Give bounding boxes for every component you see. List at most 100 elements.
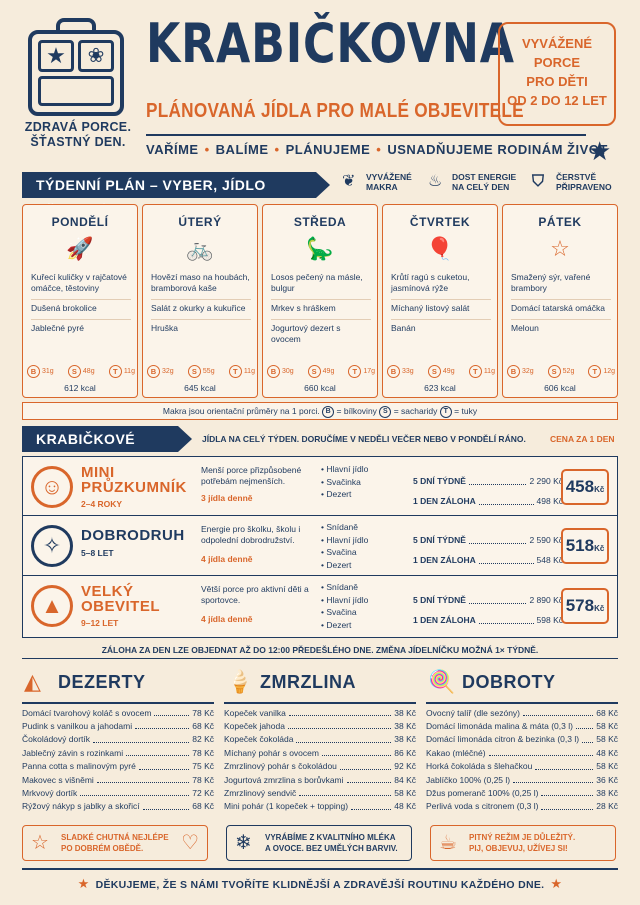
lunchbox-handle [56,18,96,34]
tagline: VAŘÍME [146,142,199,157]
macro-protein: B 33g [387,365,414,378]
legend-line: PŘIPRAVENO [556,182,612,192]
badge-line: VYVÁŽENÉ [521,36,593,51]
child-face-icon: ☺ [31,466,73,508]
legend-line: VYVÁŽENÉ [366,172,412,182]
macro-protein: B 31g [27,365,54,378]
list-item[interactable]: Domácí limonáda malina & máta (0,3 l) 58 … [426,720,618,731]
lollipop-icon: 🍭 [428,669,456,694]
tagline: PLÁNUJEME [285,142,371,157]
macro-note-protein: = bílkoviny [336,406,377,416]
list-item[interactable]: Džus pomeranč 100% (0,25 l) 38 Kč [426,787,618,798]
list-item[interactable]: Kopeček čokoláda 38 Kč [224,734,416,745]
list-item[interactable]: Rýžový nákyp s jablky a skořicí 68 Kč [22,801,214,812]
day-name: STŘEDA [293,215,347,229]
price-per-day-box: 458Kč [561,469,609,505]
list-item[interactable]: Kopeček vanilka 38 Kč [224,707,416,718]
promo-line: VYRÁBÍME Z KVALITNÍHO MLÉKA [265,833,396,842]
divider [22,702,214,704]
footer: ★ DĚKUJEME, ŽE S NÁMI TVOŘÍTE KLIDNĚJŠÍ A… [0,874,640,895]
packages-heading: KRABIČKOVÉ BALÍČKY [22,426,192,473]
taglines: VAŘÍME • BALÍME • PLÁNUJEME • USNADŇUJEME RODI… [146,142,608,157]
week-plan-heading: TÝDENNÍ PLÁN – VYBER, JÍDLO PŘIPRAVÍME [22,172,330,219]
protein-symbol: B [322,405,335,418]
package-description: Větší porce pro aktivní děti a sportovce… [201,584,309,605]
day-card-thursday[interactable]: ČTVRTEK 🎈 Krůtí ragú s cuketou, jasmínov… [382,204,498,398]
day-card-friday[interactable]: PÁTEK ☆ Smažený sýr, vařené brambory Dom… [502,204,618,398]
macros: B 32g S 52g T 12g [507,365,615,378]
macro-fat: T 17g [348,365,375,378]
list-item[interactable]: Perlivá voda s citronem (0,3 l) 28 Kč [426,801,618,812]
list-item[interactable]: Domácí tvarohový koláč s ovocem 78 Kč [22,707,214,718]
leaf-icon: ❦ [342,173,356,190]
day-name: ČTVRTEK [409,215,471,229]
macro-note-text: Makra jsou orientační průměry na 1 porci… [162,406,320,416]
price-per-day-label: CENA ZA 1 DEN [550,434,615,444]
heart-icon: ♡ [181,832,199,854]
package-contents: • Snídaně • Hlavní jídlo • Svačina • Dez… [321,582,369,630]
list-item[interactable]: Kakao (mléčné) 48 Kč [426,747,618,758]
promo-icecream: ❄ VYRÁBÍME Z KVALITNÍHO MLÉKA A OVOCE. B… [226,825,412,861]
day-card-monday[interactable]: PONDĚLÍ 🚀 Kuřecí kuličky v rajčatové omá… [22,204,138,398]
package-velky-obevitel[interactable]: ▲ VELKÝ OBEVITEL 9–12 LET Větší porce pr… [22,576,618,638]
macros: B 31g S 48g T 11g [27,365,135,378]
day-card-wednesday[interactable]: STŘEDA 🦕 Losos pečený na másle, bulgur M… [262,204,378,398]
promo-drinks: ☕ PITNÝ REŽIM JE DŮLEŽITÝ. PIJ, OBJEVUJ,… [430,825,616,861]
price-per-day-box: 518Kč [561,528,609,564]
list-item[interactable]: Ovocný talíř (dle sezóny) 68 Kč [426,707,618,718]
fat-symbol: T [439,405,452,418]
list-item[interactable]: Čokoládový dortík 82 Kč [22,734,214,745]
list-item[interactable]: Mrkvový dortík 72 Kč [22,787,214,798]
package-age: 5–8 LET [81,548,114,558]
meal-dessert: Hruška [151,323,178,333]
legend-line: NA CELÝ DEN [452,182,510,192]
list-item[interactable]: Mini pohár (1 kopeček + topping) 48 Kč [224,801,416,812]
meal-side: Mrkev s hráškem [271,300,371,320]
compass-icon: ✧ [31,525,73,567]
menu-items: Domácí tvarohový koláč s ovocem 78 Kč Pud… [22,707,214,814]
list-item[interactable]: Míchaný pohár s ovocem 86 Kč [224,747,416,758]
kcal: 660 kcal [304,383,336,393]
list-item[interactable]: Zmrzlinový sendvič 58 Kč [224,787,416,798]
list-item[interactable]: Pudink s vanilkou a jahodami 68 Kč [22,720,214,731]
star-icon: ★ [588,136,612,166]
list-item[interactable]: Jablíčko 100% (0,25 l) 36 Kč [426,774,618,785]
kcal: 623 kcal [424,383,456,393]
macro-carbs: S 55g [187,365,215,378]
menu-zmrzlina: 🍦 ZMRZLINA Kopeček vanilka 38 Kč Kopeček j… [224,666,416,814]
list-item[interactable]: Kopeček jahoda 38 Kč [224,720,416,731]
divider [426,702,618,704]
bag-icon: ⛉ [532,173,545,190]
legend-line: DOST ENERGIE [452,172,517,182]
carbs-symbol: S [379,405,392,418]
logo-slogan-line2: ŠŤASTNÝ DEN. [30,135,126,149]
meal-dessert: Banán [391,323,416,333]
footer-divider [22,868,618,870]
meal-main: Krůtí ragú s cuketou, jasmínová rýže [391,269,491,300]
package-description: Menší porce přizpůsobené potřebám nejmen… [201,465,302,486]
package-dobrodruh[interactable]: ✧ DOBRODRUH 5–8 LET Energie pro školku, … [22,516,618,576]
page-title: KRABIČKOVNA [146,12,515,75]
meal-dessert: Meloun [511,323,539,333]
day-card-tuesday[interactable]: ÚTERÝ 🚲 Hovězí maso na houbách, bramboro… [142,204,258,398]
package-description: Energie pro školku, školu i odpolední do… [201,524,301,545]
cup-icon: ☕ [439,832,457,854]
meal-main: Smažený sýr, vařené brambory [511,269,611,300]
list-item[interactable]: Zmrzlinový pohár s čokoládou 92 Kč [224,761,416,772]
kcal: 606 kcal [544,383,576,393]
list-item[interactable]: Panna cotta s malinovým pyré 75 Kč [22,761,214,772]
divider [224,702,416,704]
package-mini-pruzkumnik[interactable]: ☺ MINI PRŮZKUMNÍK 2–4 ROKY Menší porce p… [22,456,618,516]
list-item[interactable]: Horká čokoláda s šlehačkou 58 Kč [426,761,618,772]
macros: B 32g S 55g T 11g [147,365,255,378]
promo-line: SLADKÉ CHUTNÁ NEJLÉPE [61,833,169,842]
macro-fat: T 12g [588,365,615,378]
list-item[interactable]: Jogurtová zmrzlina s borůvkami 84 Kč [224,774,416,785]
package-name: VELKÝ OBEVITEL [81,583,161,615]
list-item[interactable]: Jablečný závin s rozinkami 78 Kč [22,747,214,758]
age-badge: VYVÁŽENÉ PORCE PRO DĚTI OD 2 DO 12 LET [498,22,616,126]
balloon-icon: 🎈 [426,236,454,261]
list-item[interactable]: Makovec s višněmi 78 Kč [22,774,214,785]
list-item[interactable]: Domácí limonáda citron & bezinka (0,3 l)… [426,734,618,745]
star-icon: ☆ [550,236,570,261]
